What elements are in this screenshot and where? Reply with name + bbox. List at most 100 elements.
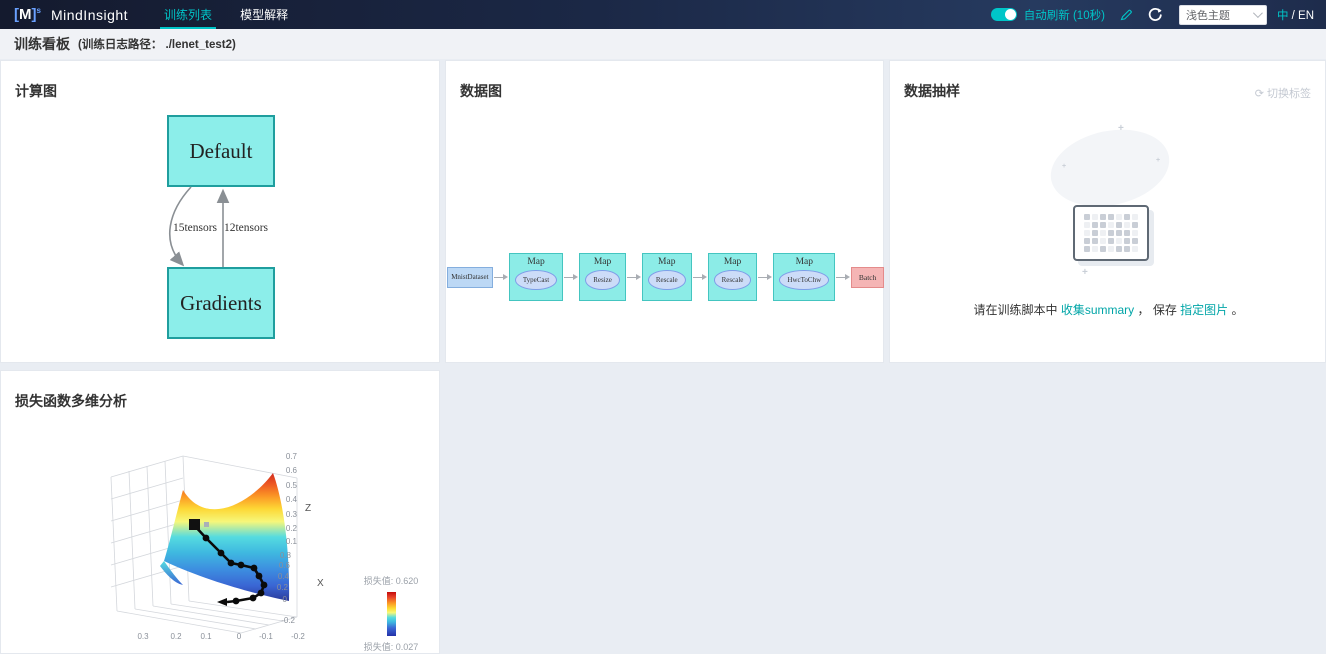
tick-label: 0.7	[286, 452, 298, 461]
loss-surface	[164, 473, 290, 601]
trajectory-points	[202, 534, 268, 605]
loss-surface-3d-chart[interactable]: Z X 0.70.60.50.40.30.20.10.80.60.40.20-0…	[101, 443, 351, 651]
computation-graph-canvas[interactable]: Default Gradients 15tensors 12tensors	[1, 61, 439, 362]
pixel-cell	[1132, 246, 1138, 252]
app-title: MindInsight	[50, 6, 129, 23]
pipeline-node-batch[interactable]: Batch	[851, 266, 885, 288]
pixel-cell	[1116, 230, 1122, 236]
map-node-operation: TypeCast	[514, 270, 558, 290]
hint-text: 。	[1228, 303, 1244, 317]
switch-tag-button[interactable]: ⟳ 切换标签	[1254, 88, 1311, 100]
tick-label: -0.1	[259, 632, 273, 641]
panel-title: 数据图	[460, 83, 502, 99]
trajectory-dot	[260, 581, 268, 589]
pixel-cell	[1108, 246, 1114, 252]
dashboard-subheader: 训练看板 (训练日志路径： ./lenet_test2)	[0, 29, 1326, 59]
pipeline-arrow	[493, 274, 508, 280]
panel-data-sampling: 数据抽样 ⟳ 切换标签 + + + + 请在训练脚本中 收集summary ， …	[889, 60, 1326, 363]
pipeline-node-dataset[interactable]: MnistDataset	[446, 266, 493, 288]
trajectory-dot	[255, 572, 263, 580]
empty-state-illustration: + + + +	[890, 119, 1326, 278]
pixel-cell	[1116, 246, 1122, 252]
pixel-cell	[1092, 238, 1098, 244]
hint-text: ， 保存	[1134, 303, 1181, 317]
pipeline-node-map[interactable]: Map Resize	[579, 253, 626, 301]
language-switch[interactable]: 中 / EN	[1276, 9, 1314, 22]
mindinsight-logo: [M]s	[14, 6, 41, 23]
trajectory-dot	[257, 589, 265, 597]
tick-label: 0.2	[277, 583, 289, 592]
tick-label: 0.1	[200, 632, 212, 641]
pipeline-arrow	[692, 274, 707, 280]
map-node-title: Map	[593, 257, 612, 267]
pipeline-node-map[interactable]: Map TypeCast	[508, 253, 564, 301]
tick-label: 0	[283, 595, 288, 604]
pixel-cell	[1108, 238, 1114, 244]
pixel-cell	[1100, 230, 1106, 236]
pipeline-arrow	[626, 274, 641, 280]
pixel-cell	[1100, 214, 1106, 220]
graph-node-gradients[interactable]	[167, 267, 275, 339]
panel-loss-analysis: 损失函数多维分析	[0, 370, 440, 654]
pipeline-node-map[interactable]: Map Rescale	[641, 253, 692, 301]
pixel-cell	[1116, 238, 1122, 244]
hint-link[interactable]: 指定图片	[1180, 303, 1229, 317]
refresh-button[interactable]	[1146, 7, 1164, 23]
pixel-grid	[1084, 214, 1138, 252]
pipeline-arrow	[564, 274, 579, 280]
chevron-down-icon	[1252, 8, 1263, 19]
pixel-cell	[1108, 214, 1114, 220]
theme-select[interactable]: 浅色主题	[1178, 4, 1267, 25]
edit-interval-button[interactable]	[1118, 7, 1136, 23]
pixel-cell	[1092, 246, 1098, 252]
hint-link[interactable]: 收集summary	[1060, 303, 1135, 317]
sampling-hint: 请在训练脚本中 收集summary ， 保存 指定图片 。	[890, 301, 1326, 318]
pixel-cell	[1124, 214, 1130, 220]
graph-edge-down	[168, 186, 192, 267]
trajectory-dot	[237, 561, 245, 569]
sparkle-icon: +	[1156, 157, 1161, 164]
pixel-cell	[1084, 246, 1090, 252]
panel-title: 损失函数多维分析	[15, 393, 127, 409]
pipeline-node-map[interactable]: Map Rescale	[707, 253, 758, 301]
log-path: (训练日志路径： ./lenet_test2)	[78, 39, 236, 51]
pixel-cell	[1116, 214, 1122, 220]
graph-node-default-label: Default	[190, 139, 253, 163]
trajectory-dot	[249, 594, 257, 602]
map-node-title: Map	[795, 257, 813, 267]
pixel-cell	[1084, 222, 1090, 228]
pixel-cell	[1132, 214, 1138, 220]
tick-label: 0	[237, 632, 242, 641]
trajectory-arrowhead	[217, 598, 227, 606]
tick-label: 0.4	[286, 495, 298, 504]
tick-label: 0.4	[278, 572, 290, 581]
map-node-title: Map	[658, 257, 676, 267]
pixel-cell	[1108, 230, 1114, 236]
tab-train-list[interactable]: 训练列表	[150, 0, 226, 29]
tab-model-explain[interactable]: 模型解释	[240, 8, 289, 22]
panel-data-graph: 数据图 MnistDataset Map TypeCast Map Resize Map R…	[445, 60, 885, 363]
map-node-title: Map	[527, 257, 545, 267]
tick-label: 0.2	[170, 632, 182, 641]
map-node-operation: HwcToChw	[779, 270, 830, 290]
panel-computation-graph: 计算图 Default Gradients 15tensors 12tensor…	[0, 60, 440, 363]
pixel-cell	[1124, 222, 1130, 228]
graph-node-default[interactable]	[167, 115, 275, 187]
tick-label: 0.6	[279, 561, 291, 570]
axis-ticks: 0.70.60.50.40.30.20.10.80.60.40.20-0.20.…	[137, 452, 305, 641]
start-marker-tag	[204, 522, 209, 527]
sparkle-icon: +	[1118, 123, 1124, 134]
pixel-cell	[1108, 222, 1114, 228]
auto-refresh-label: 自动刷新 (10秒)	[1023, 9, 1105, 22]
dashboard-title: 训练看板	[14, 36, 70, 52]
edge-label-12tensors: 12tensors	[224, 222, 269, 234]
pixel-cell	[1124, 238, 1130, 244]
tick-label: 0.3	[137, 632, 149, 641]
tick-label: 0.2	[286, 524, 298, 533]
auto-refresh-toggle[interactable]	[990, 8, 1017, 21]
pixel-cell	[1084, 214, 1090, 220]
pixel-cell	[1092, 222, 1098, 228]
pixel-cell	[1084, 230, 1090, 236]
pipeline-node-map[interactable]: Map HwcToChw	[773, 253, 836, 301]
graph-node-gradients-label: Gradients	[180, 291, 262, 315]
